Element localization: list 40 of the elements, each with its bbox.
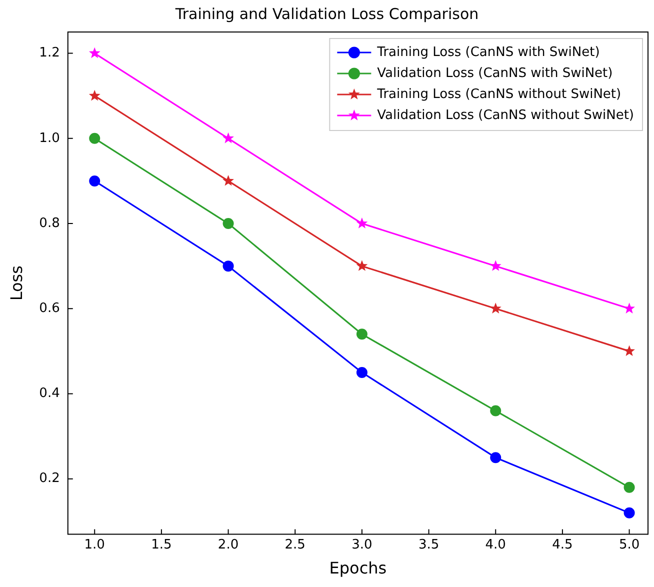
y-tick-label: 0.6 (39, 301, 60, 316)
x-tick-label: 5.0 (618, 537, 640, 552)
point (88, 90, 100, 101)
x-tick-label: 1.5 (151, 537, 172, 552)
y-tick-label: 0.4 (39, 386, 60, 402)
point (356, 328, 368, 340)
point (624, 345, 635, 356)
x-axis-title: Epochs (329, 558, 387, 578)
point (490, 452, 502, 464)
x-tick-label: 4.0 (485, 537, 506, 552)
y-tick-label: 0.8 (39, 216, 60, 231)
point (222, 174, 234, 186)
chart-title: Training and Validation Loss Comparison (174, 4, 479, 23)
x-tick-label: 3.0 (352, 537, 372, 552)
x-tick-label: 3.5 (418, 537, 440, 552)
point (624, 507, 635, 518)
point (222, 218, 234, 230)
point (624, 302, 635, 314)
point (89, 175, 100, 186)
point (624, 482, 635, 493)
y-tick-label: 1.2 (39, 46, 60, 61)
point (356, 218, 368, 228)
point (222, 260, 234, 272)
point (88, 47, 100, 58)
y-axis-title: Loss (6, 266, 26, 301)
legend-label: Training Loss (CanNS without SwiNet) (376, 86, 622, 102)
legend-label: Validation Loss (CanNS without SwiNet) (377, 108, 634, 123)
point (222, 132, 234, 144)
x-tick-label: 1.0 (84, 537, 105, 552)
legend-label: Training Loss (CanNS with SwiNet) (376, 44, 600, 60)
point (490, 405, 502, 416)
point (356, 260, 368, 271)
x-tick-label: 4.5 (552, 537, 573, 552)
y-tick-label: 1.0 (39, 130, 60, 146)
x-tick-label: 2.0 (218, 537, 239, 552)
point (89, 132, 100, 144)
y-tick-label: 0.2 (39, 471, 60, 486)
x-tick-label: 2.5 (284, 537, 306, 552)
point (356, 366, 368, 378)
legend-label: Validation Loss (CanNS with SwiNet) (377, 66, 613, 81)
